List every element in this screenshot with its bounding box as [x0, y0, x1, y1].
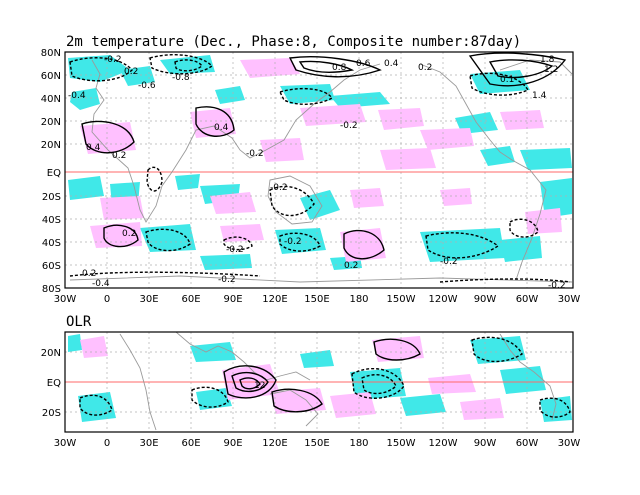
bottom-panel: 12 20N EQ 20S 30W 0 30E 60E 90E 120E 150…	[41, 331, 581, 449]
top-panel-frame	[64, 51, 574, 289]
y-tick-label: 20S	[42, 192, 61, 203]
bottom-coastlines	[119, 331, 557, 431]
top-panel-title: 2m temperature (Dec., Phase:8, Composite…	[66, 34, 521, 50]
x-tick-label: 30E	[139, 438, 158, 449]
contour-label: -0.2	[284, 237, 302, 247]
bottom-x-axis: 30W 0 30E 60E 90E 120E 150E 180 150W 120…	[54, 438, 581, 449]
contour-label: -0.4	[68, 91, 86, 101]
top-contour-labels: -0.2 -0.4 0.2 -0.6 -0.8 0.8 0.6 0.4 0.2 …	[68, 55, 566, 291]
contour-label: -0.2	[218, 275, 236, 285]
contour-label: -0.6	[138, 81, 156, 91]
x-tick-label: 150E	[304, 438, 329, 449]
contour-label: -0.2	[440, 257, 458, 267]
contour-label: 12	[254, 381, 265, 391]
contour-label: -0.4	[92, 279, 110, 289]
top-coastlines	[69, 59, 573, 283]
x-tick-label: 150W	[387, 294, 416, 305]
y-tick-label: 80S	[42, 284, 61, 295]
y-tick-label: 60N	[41, 71, 61, 82]
x-tick-label: 150W	[387, 438, 416, 449]
x-tick-label: 90E	[223, 294, 242, 305]
contour-label: 0.2	[112, 151, 126, 161]
x-tick-label: 30W	[558, 438, 581, 449]
contour-label: -0.2	[104, 55, 122, 65]
positive-anomaly-shading	[80, 58, 562, 262]
x-tick-label: 180	[349, 294, 368, 305]
x-tick-label: 90E	[223, 438, 242, 449]
x-tick-label: 120E	[262, 438, 287, 449]
y-tick-label: EQ	[47, 168, 61, 179]
y-tick-label: 20N	[41, 348, 61, 359]
contour-label: -0.2	[246, 149, 264, 159]
top-panel: -0.2 -0.4 0.2 -0.6 -0.8 0.8 0.6 0.4 0.2 …	[41, 48, 581, 305]
bottom-contours	[79, 336, 571, 418]
bottom-panel-title: OLR	[66, 314, 92, 330]
x-tick-label: 120W	[429, 294, 458, 305]
contour-label: 0.4	[384, 59, 399, 69]
contour-label: 0.2	[344, 261, 358, 271]
contour-label: 0.4	[86, 143, 101, 153]
y-tick-label: 80N	[41, 48, 61, 59]
top-contours	[69, 52, 571, 283]
contour-label: 1.4	[532, 91, 547, 101]
x-tick-label: 30W	[54, 438, 77, 449]
x-tick-label: 120E	[262, 294, 287, 305]
contour-label: -0.2	[340, 121, 358, 131]
bottom-panel-frame	[64, 331, 574, 433]
y-tick-label: 60S	[42, 261, 61, 272]
contour-label: 0.2	[122, 229, 136, 239]
negative-anomaly-shading	[68, 55, 572, 270]
x-tick-label: 90W	[474, 438, 497, 449]
x-tick-label: 180	[349, 438, 368, 449]
contour-label: 1.2	[544, 65, 558, 75]
top-x-axis: 30W 0 30E 60E 90E 120E 150E 180 150W 120…	[54, 294, 581, 305]
contour-label: -0.2	[226, 245, 244, 255]
contour-label: -0.2	[548, 281, 566, 291]
contour-label: 0.4	[214, 123, 229, 133]
x-tick-label: 30E	[139, 294, 158, 305]
contour-label: -0.2	[270, 183, 288, 193]
y-tick-label: 40S	[42, 238, 61, 249]
x-tick-label: 120W	[429, 438, 458, 449]
x-tick-label: 60E	[181, 294, 200, 305]
y-tick-label: EQ	[47, 378, 61, 389]
top-y-axis: 80N 60N 40N 20N 20N EQ 20S 40S 40S 60S 8…	[41, 48, 61, 295]
y-tick-label: 20N	[41, 140, 61, 151]
x-tick-label: 60E	[181, 438, 200, 449]
contour-label: 1.8	[540, 55, 555, 65]
x-tick-label: 0	[104, 294, 110, 305]
y-tick-label: 40N	[41, 94, 61, 105]
contour-label: 0.2	[418, 63, 432, 73]
y-tick-label: 20N	[41, 117, 61, 128]
top-panel-grid	[65, 52, 573, 288]
contour-label: 0.2	[124, 67, 138, 77]
contour-label: 0.1	[500, 75, 514, 85]
x-tick-label: 60W	[516, 438, 539, 449]
contour-label: 0.8	[332, 63, 347, 73]
x-tick-label: 30W	[54, 294, 77, 305]
x-tick-label: 90W	[474, 294, 497, 305]
contour-label: 0.2	[82, 269, 96, 279]
y-tick-label: 20S	[42, 408, 61, 419]
x-tick-label: 60W	[516, 294, 539, 305]
contour-label: -0.8	[172, 73, 190, 83]
bottom-y-axis: 20N EQ 20S	[41, 348, 61, 419]
contour-label: 0.6	[356, 59, 371, 69]
x-tick-label: 0	[104, 438, 110, 449]
x-tick-label: 150E	[304, 294, 329, 305]
y-tick-label: 40S	[42, 215, 61, 226]
x-tick-label: 30W	[558, 294, 581, 305]
